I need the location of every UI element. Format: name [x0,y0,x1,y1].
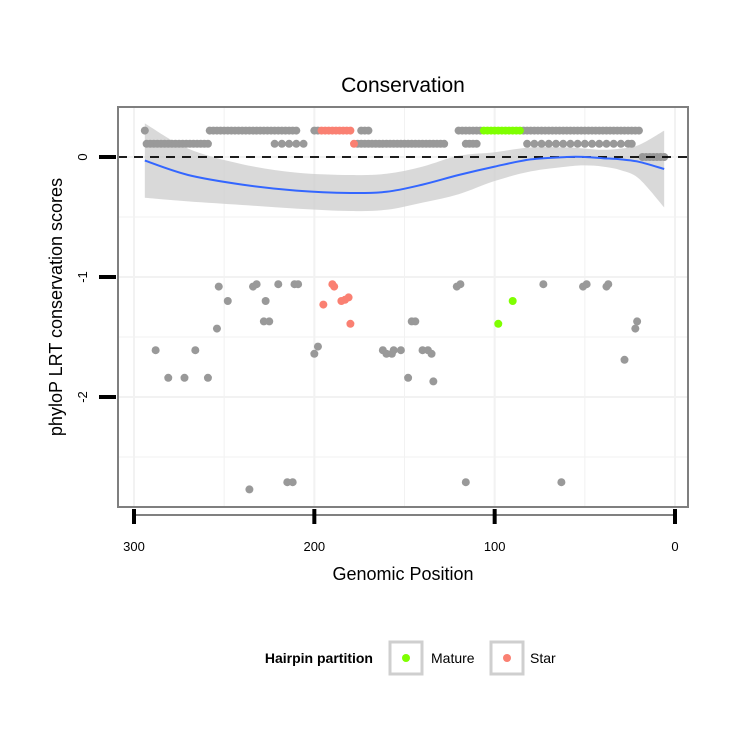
data-point-other [551,139,560,148]
data-point-other [602,139,611,148]
data-point-other [440,139,449,148]
data-point-other [261,297,270,305]
data-point-other [313,342,322,351]
legend-entries: Mature Star [388,640,556,676]
legend-entry-star: Star [489,640,556,676]
data-point-other [396,346,405,355]
data-point-other [223,297,232,305]
data-point-other [472,139,481,148]
data-point-other [456,280,465,289]
data-point-other [164,373,173,382]
data-point-other [299,139,308,148]
data-point-other [180,373,189,382]
legend-label: Mature [431,650,475,666]
data-point-other [212,324,221,333]
data-point-other [404,373,413,382]
data-point-other [461,478,470,487]
data-point-other [310,349,319,358]
legend-key [489,640,525,676]
data-point-other [294,280,303,289]
data-point-other [203,373,212,382]
y-axis-label: phyloP LRT conservation scores [46,178,66,436]
legend-title: Hairpin partition [265,650,373,666]
x-axis: 300 200 100 0 [123,509,679,554]
data-point-other [588,139,597,148]
data-point-mature [494,319,503,328]
y-tick-label: 0 [75,153,90,160]
x-tick-label: 100 [484,539,506,554]
data-point-other [627,139,636,148]
data-point-star [346,319,355,328]
data-point-other [634,126,643,135]
data-point-other [566,139,575,148]
data-point-other [523,139,532,148]
data-point-other [573,139,582,148]
data-point-star [330,282,339,291]
series-mature [479,126,524,328]
data-point-mature [508,297,517,305]
data-point-other [191,346,200,355]
data-point-other [429,377,438,386]
data-point-other [252,280,261,289]
data-point-other [292,139,301,148]
data-point-other [140,126,149,135]
data-point-other [411,317,420,326]
data-point-other [609,139,618,148]
data-point-other [557,478,566,487]
data-point-star [344,293,353,302]
data-point-other [604,280,613,289]
x-tick-label: 200 [303,539,325,554]
y-tick-label: -1 [75,271,90,283]
legend-key-dot [402,654,410,662]
data-point-other [427,349,436,358]
data-point-star [350,139,359,148]
data-point-other [265,317,274,326]
series-star [317,126,359,328]
data-point-other [537,139,546,148]
data-point-other [530,139,539,148]
data-point-other [277,139,286,148]
data-point-other [633,317,642,326]
data-point-other [274,280,283,289]
data-point-other [580,139,589,148]
data-point-star [319,300,328,309]
data-point-mature [515,126,524,135]
y-tick-label: -2 [75,391,90,403]
data-point-other [214,282,223,291]
data-point-other [631,324,640,333]
data-point-other [559,139,568,148]
data-point-other [544,139,553,148]
smooth-fit-line [144,155,665,195]
x-tick-label: 300 [123,539,145,554]
y-axis: 0 -1 -2 [75,153,116,403]
data-point-other [285,139,294,148]
data-point-other [595,139,604,148]
data-point-other [389,346,398,355]
data-point-other [151,346,160,355]
plot-panel [117,106,689,508]
data-point-other [616,139,625,148]
data-point-other [539,280,548,289]
legend: Hairpin partition Mature Star [265,640,556,676]
data-point-other [270,139,279,148]
panel-border [117,106,689,508]
data-point-other [292,126,301,135]
data-point-other [203,139,212,148]
data-point-other [582,280,591,289]
data-point-other [245,485,254,494]
legend-key-dot [503,654,511,662]
x-tick-label: 0 [671,539,678,554]
data-point-other [364,126,373,135]
data-point-star [346,126,355,135]
x-axis-label: Genomic Position [332,564,473,584]
data-point-other [620,355,629,364]
legend-label: Star [530,650,556,666]
data-point-other [288,478,297,487]
legend-entry-mature: Mature [388,640,475,676]
chart-title: Conservation [341,74,465,97]
